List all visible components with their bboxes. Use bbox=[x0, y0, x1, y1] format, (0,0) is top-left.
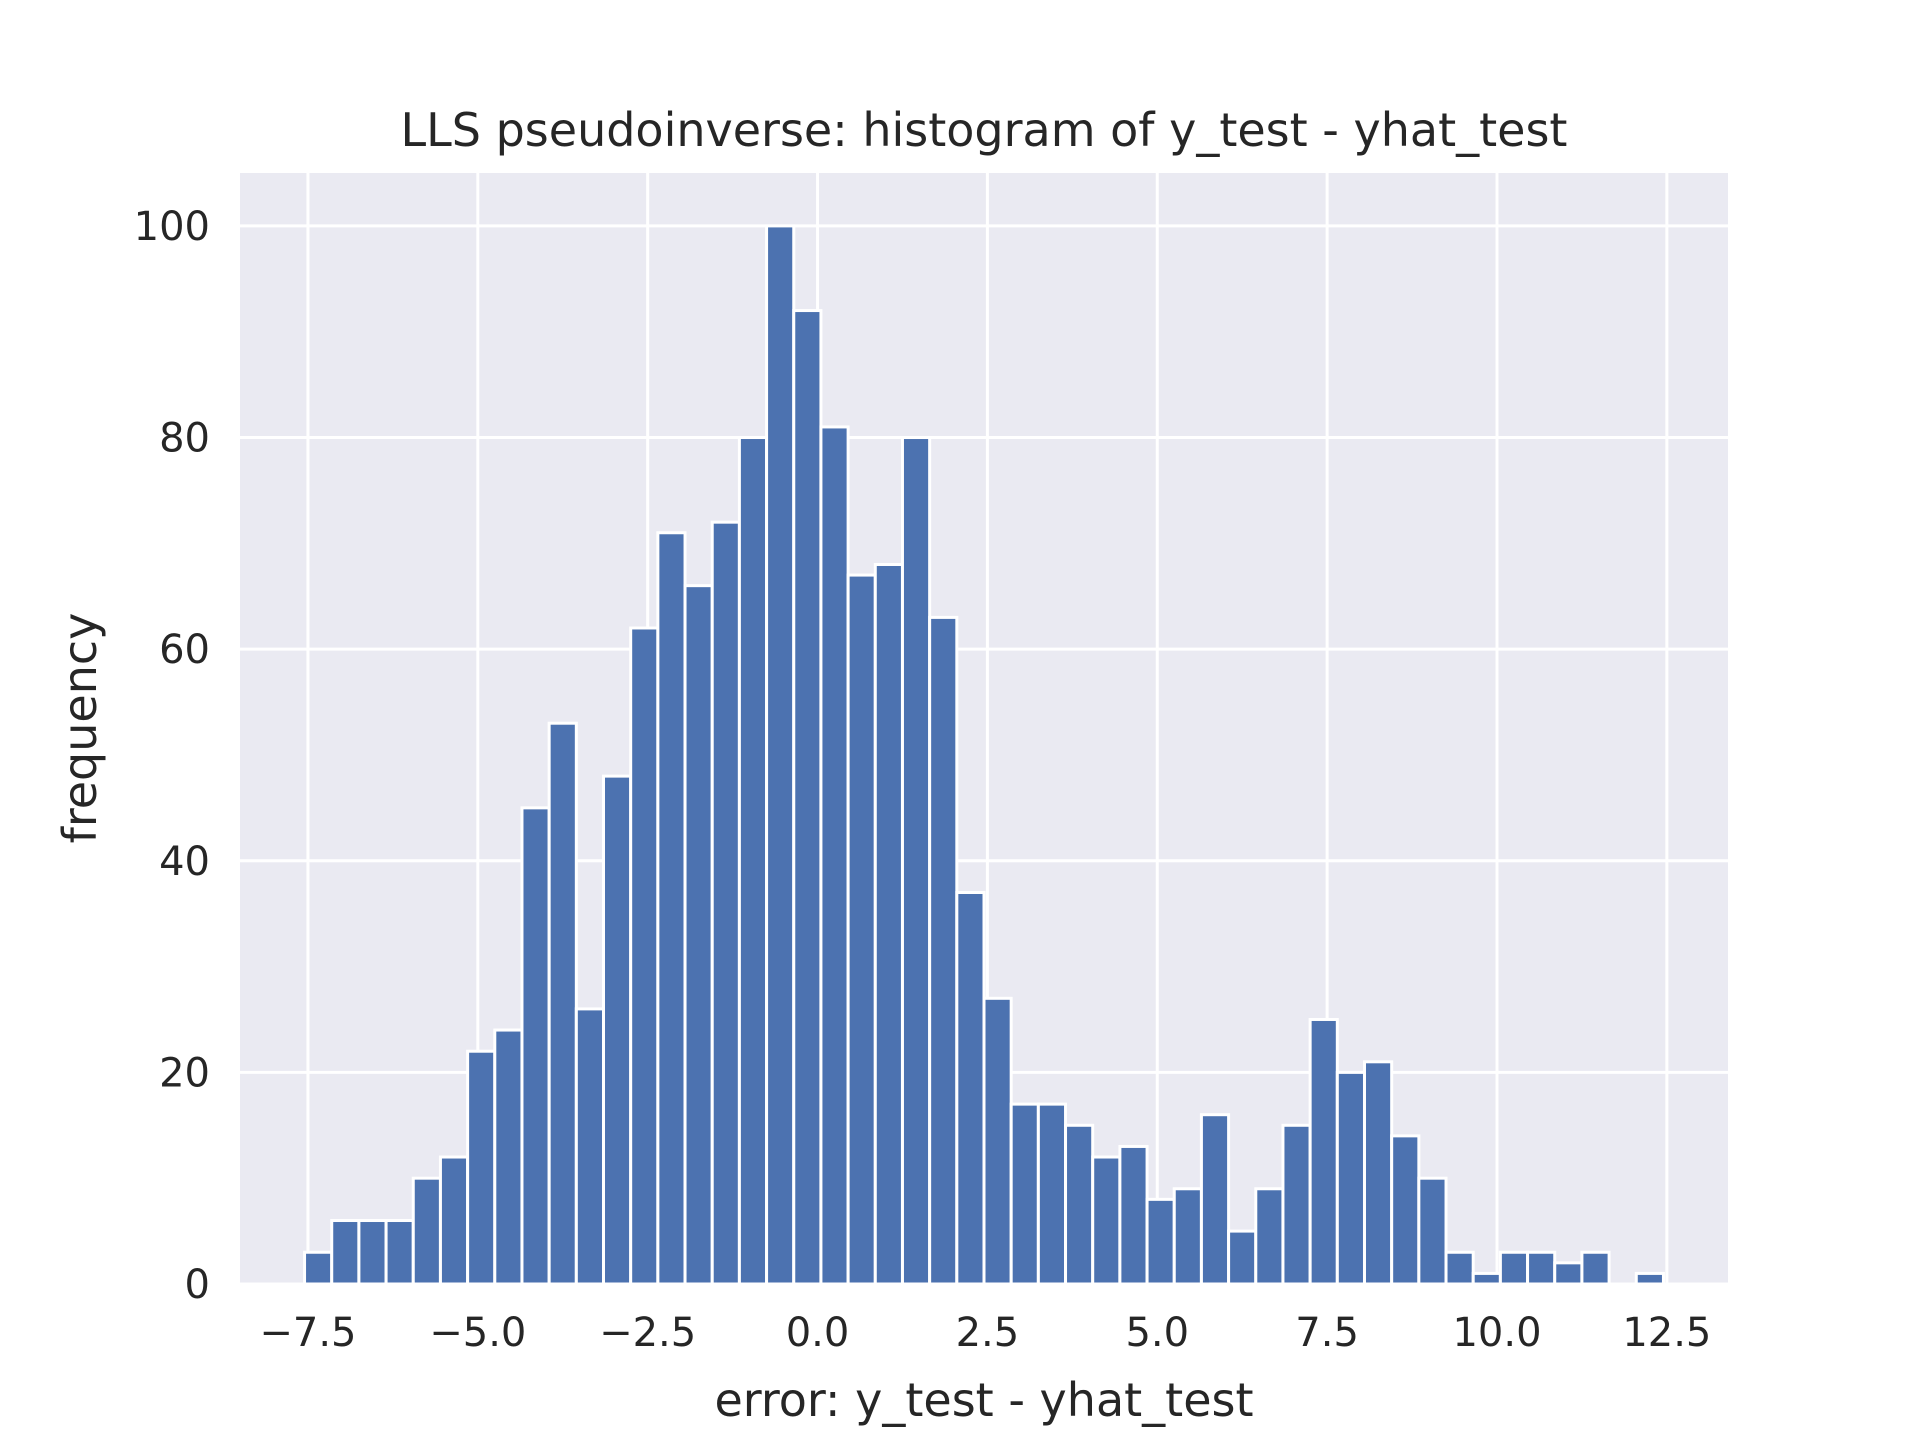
x-tick-label: 0.0 bbox=[786, 1310, 850, 1356]
histogram-bar bbox=[765, 224, 796, 1286]
histogram-bar bbox=[928, 615, 959, 1286]
histogram-bar bbox=[1362, 1060, 1394, 1286]
histogram-bars bbox=[303, 224, 1665, 1286]
histogram-bar bbox=[656, 531, 687, 1286]
y-tick-label: 0 bbox=[185, 1262, 210, 1308]
histogram-bar bbox=[1145, 1197, 1176, 1286]
histogram-bar bbox=[602, 774, 633, 1286]
histogram-bar bbox=[1227, 1229, 1258, 1286]
x-tick-label: −7.5 bbox=[259, 1310, 356, 1356]
y-tick-label: 60 bbox=[159, 627, 210, 673]
histogram-bar bbox=[574, 1007, 606, 1286]
histogram-bar bbox=[1036, 1102, 1068, 1286]
histogram-bar bbox=[1444, 1250, 1475, 1286]
histogram-bar bbox=[1417, 1176, 1448, 1286]
x-tick-label: 5.0 bbox=[1125, 1310, 1189, 1356]
x-tick-label: 2.5 bbox=[956, 1310, 1020, 1356]
histogram-bar bbox=[520, 806, 551, 1286]
histogram-bar bbox=[1009, 1102, 1040, 1286]
y-axis-label: frequency bbox=[53, 613, 107, 844]
histogram-bar bbox=[493, 1028, 524, 1286]
histogram-bar bbox=[1254, 1187, 1285, 1286]
histogram-bar bbox=[819, 425, 850, 1286]
histogram-bar bbox=[547, 721, 578, 1286]
histogram-bar bbox=[1199, 1113, 1231, 1286]
y-tick-label: 80 bbox=[159, 416, 210, 462]
histogram-bar bbox=[1118, 1144, 1149, 1286]
x-tick-label: 12.5 bbox=[1622, 1310, 1711, 1356]
histogram-bar bbox=[357, 1219, 388, 1286]
histogram-bar bbox=[1553, 1261, 1584, 1286]
x-axis-label: error: y_test - yhat_test bbox=[714, 1373, 1253, 1427]
histogram-bar bbox=[683, 584, 714, 1286]
histogram-bar bbox=[303, 1250, 334, 1286]
y-tick-label: 100 bbox=[134, 204, 210, 250]
histogram-bar bbox=[1634, 1271, 1665, 1286]
histogram-bar bbox=[710, 520, 741, 1286]
histogram-bar bbox=[1308, 1017, 1339, 1286]
histogram-bar bbox=[466, 1049, 497, 1286]
histogram-bar bbox=[330, 1219, 361, 1286]
histogram-bar bbox=[629, 626, 660, 1286]
histogram-bar bbox=[438, 1155, 470, 1286]
histogram-bar bbox=[1064, 1123, 1095, 1286]
histogram-bar bbox=[1281, 1123, 1312, 1286]
histogram-bar bbox=[982, 996, 1013, 1286]
histogram-bar bbox=[846, 573, 877, 1286]
y-tick-labels: 0 20 40 60 80 100 bbox=[134, 204, 210, 1308]
histogram-bar bbox=[411, 1176, 442, 1286]
histogram-bar bbox=[1526, 1250, 1557, 1286]
histogram-bar bbox=[1580, 1250, 1611, 1286]
histogram-bar bbox=[1091, 1155, 1122, 1286]
chart-title: LLS pseudoinverse: histogram of y_test -… bbox=[401, 103, 1568, 157]
histogram-bar bbox=[1390, 1134, 1421, 1286]
histogram-bar bbox=[792, 309, 823, 1286]
histogram-bar bbox=[1471, 1271, 1502, 1286]
x-tick-label: 10.0 bbox=[1452, 1310, 1541, 1356]
y-tick-label: 20 bbox=[159, 1050, 210, 1096]
histogram-bar bbox=[384, 1219, 415, 1286]
x-tick-labels: −7.5 −5.0 −2.5 0.0 2.5 5.0 7.5 10.0 12.5 bbox=[259, 1310, 1711, 1356]
histogram-bar bbox=[955, 891, 986, 1286]
x-tick-label: −5.0 bbox=[429, 1310, 526, 1356]
y-tick-label: 40 bbox=[159, 839, 210, 885]
histogram-bar bbox=[1335, 1070, 1366, 1286]
histogram-bar bbox=[1498, 1250, 1530, 1286]
histogram-bar bbox=[873, 562, 904, 1286]
x-tick-label: −2.5 bbox=[599, 1310, 696, 1356]
histogram-bar bbox=[737, 436, 769, 1286]
histogram-bar bbox=[900, 436, 932, 1286]
x-tick-label: 7.5 bbox=[1295, 1310, 1359, 1356]
histogram-bar bbox=[1172, 1187, 1203, 1286]
